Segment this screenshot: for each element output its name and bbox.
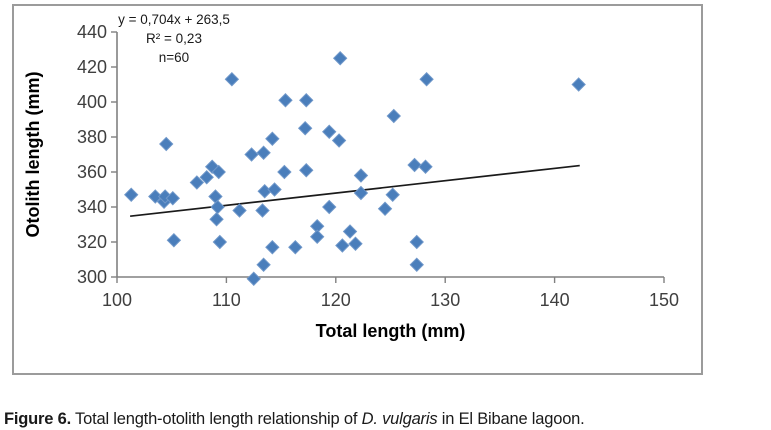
x-tick-label: 110: [212, 290, 241, 310]
data-point: [299, 163, 314, 178]
trend-line: [130, 164, 580, 218]
x-tick-label: 100: [102, 290, 132, 310]
data-point: [385, 187, 400, 202]
caption-text-before: Total length-otolith length relationship…: [70, 409, 362, 428]
data-point: [246, 271, 261, 286]
data-point: [265, 131, 280, 146]
x-tick-label: 120: [321, 290, 351, 310]
data-point: [232, 203, 247, 218]
figure-caption: Figure 6. Total length-otolith length re…: [4, 408, 768, 430]
equation-label: y = 0,704x + 263,5: [118, 12, 230, 27]
data-point: [255, 203, 270, 218]
data-point: [331, 133, 347, 148]
data-point: [159, 136, 174, 152]
data-point: [409, 257, 424, 272]
data-point: [322, 124, 337, 139]
data-point: [166, 233, 182, 248]
x-tick-label: 140: [540, 290, 570, 310]
data-point: [419, 72, 434, 87]
y-axis-title: Otolith length (mm): [23, 72, 43, 238]
data-point: [211, 164, 226, 180]
data-point: [309, 229, 325, 244]
r-squared-label: R² = 0,23: [146, 31, 202, 46]
data-point: [322, 199, 337, 215]
x-tick-label: 150: [649, 290, 679, 310]
y-tick-label: 320: [77, 232, 107, 252]
data-point: [386, 108, 401, 124]
y-tick-label: 400: [77, 92, 107, 112]
y-tick-label: 360: [77, 162, 107, 182]
data-point: [348, 236, 363, 251]
data-point: [267, 182, 282, 197]
data-point: [297, 121, 313, 136]
caption-label: Figure 6.: [4, 409, 71, 428]
y-tick-label: 420: [77, 57, 107, 77]
data-point: [278, 93, 293, 108]
data-point: [148, 189, 163, 204]
data-point: [409, 234, 424, 250]
data-point: [407, 157, 422, 173]
data-point: [124, 187, 139, 202]
data-point: [335, 238, 350, 253]
data-point: [165, 191, 181, 206]
data-point: [353, 168, 369, 183]
y-tick-label: 380: [77, 127, 107, 147]
data-point: [342, 224, 358, 239]
x-axis-title: Total length (mm): [316, 321, 466, 341]
data-point: [224, 72, 240, 87]
data-point: [265, 240, 280, 255]
data-point: [256, 257, 271, 272]
data-point: [571, 77, 586, 92]
x-tick-label: 130: [430, 290, 460, 310]
data-point: [210, 199, 225, 215]
caption-text-after: in El Bibane lagoon.: [437, 409, 585, 428]
data-point: [288, 240, 303, 255]
data-point: [277, 164, 292, 180]
caption-species: D. vulgaris: [361, 409, 438, 428]
data-point: [208, 189, 223, 204]
y-tick-label: 340: [77, 197, 107, 217]
data-point: [189, 175, 205, 190]
y-tick-label: 300: [77, 267, 107, 287]
data-point: [377, 201, 393, 216]
y-tick-label: 440: [77, 22, 107, 42]
data-point: [199, 170, 214, 185]
data-point: [299, 93, 314, 108]
n-label: n=60: [159, 50, 189, 65]
data-point: [332, 51, 348, 66]
data-point: [418, 159, 433, 174]
scatter-plot: 300 320 340 360 380 400 420 440 100 110 120 130 140 1…: [23, 12, 679, 341]
data-point: [212, 234, 228, 250]
data-point: [353, 185, 369, 201]
data-point: [256, 145, 271, 160]
chart-frame: 300 320 340 360 380 400 420 440 100 110 120 130 140 1…: [12, 4, 703, 375]
data-point: [209, 212, 224, 227]
data-point: [244, 147, 259, 162]
